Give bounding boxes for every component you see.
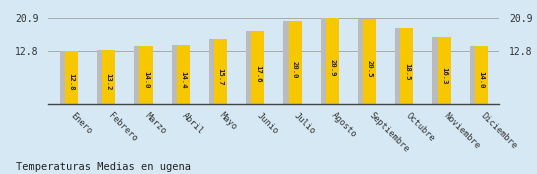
Bar <box>177 45 190 104</box>
Text: 15.7: 15.7 <box>217 68 223 86</box>
Bar <box>321 18 333 104</box>
Bar <box>438 37 451 104</box>
Bar <box>65 51 78 104</box>
Text: 20.0: 20.0 <box>292 61 298 78</box>
Text: 18.5: 18.5 <box>404 64 410 81</box>
Bar <box>171 45 185 104</box>
Text: 13.2: 13.2 <box>106 73 112 90</box>
Text: 14.0: 14.0 <box>478 71 484 89</box>
Bar <box>288 21 302 104</box>
Bar <box>326 18 339 104</box>
Bar <box>209 39 222 104</box>
Bar <box>363 19 376 104</box>
Text: 17.6: 17.6 <box>255 65 261 82</box>
Text: 14.4: 14.4 <box>180 71 186 88</box>
Bar <box>475 46 488 104</box>
Bar <box>358 19 371 104</box>
Bar <box>102 50 115 104</box>
Bar <box>246 31 259 104</box>
Bar <box>284 21 296 104</box>
Text: 14.0: 14.0 <box>143 71 149 89</box>
Bar <box>214 39 227 104</box>
Text: 20.5: 20.5 <box>367 60 373 77</box>
Bar <box>97 50 110 104</box>
Text: 16.3: 16.3 <box>441 67 447 85</box>
Bar <box>432 37 446 104</box>
Bar <box>60 51 72 104</box>
Bar <box>134 46 147 104</box>
Bar <box>251 31 264 104</box>
Bar <box>395 28 408 104</box>
Bar <box>401 28 413 104</box>
Text: 20.9: 20.9 <box>329 59 336 77</box>
Bar <box>470 46 483 104</box>
Bar <box>140 46 153 104</box>
Text: 12.8: 12.8 <box>68 73 75 91</box>
Text: Temperaturas Medias en ugena: Temperaturas Medias en ugena <box>16 162 191 172</box>
